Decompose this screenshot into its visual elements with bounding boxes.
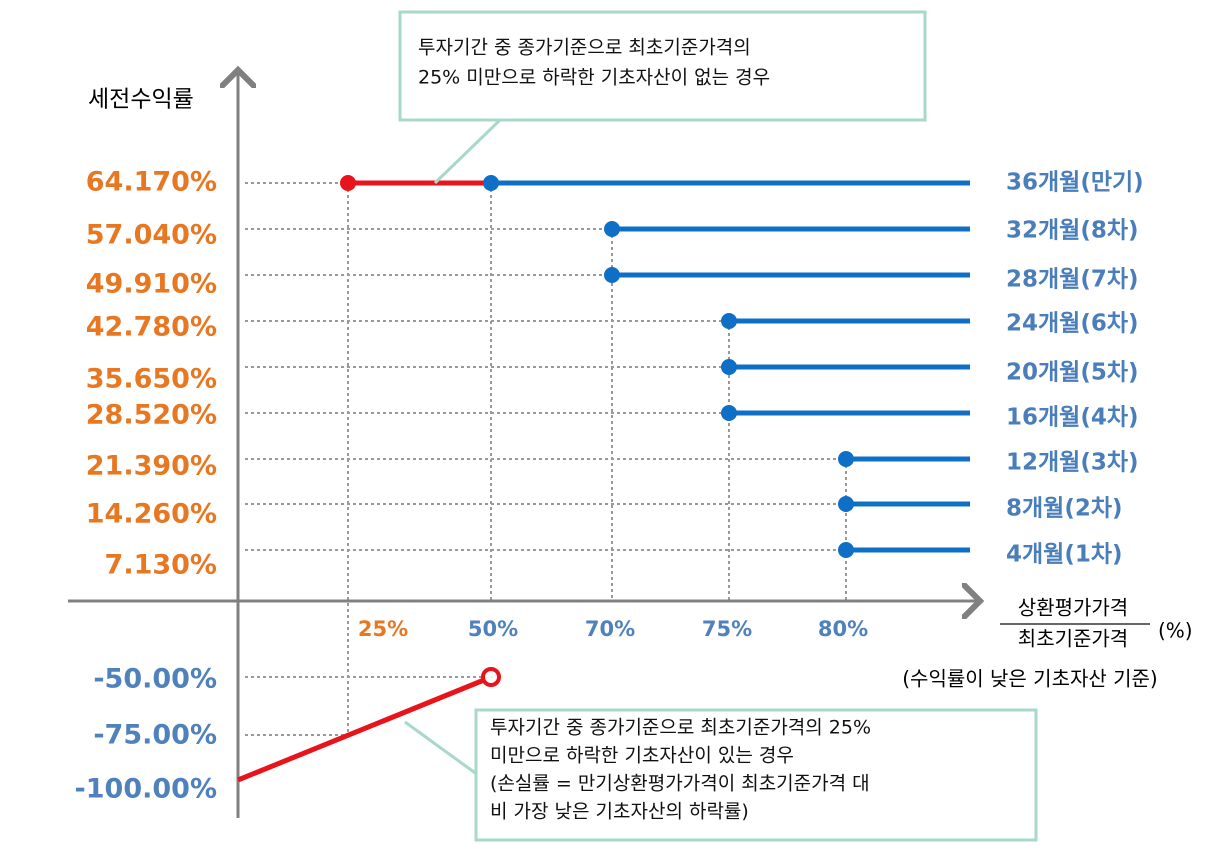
x-label-note: (수익률이 낮은 기초자산 기준) [902,667,1157,691]
callout-box [474,708,1038,842]
y-tick-label: 35.650% [86,364,217,395]
x-tick-label: 50% [468,617,518,641]
period-label: 36개월(만기) [1006,170,1144,196]
payoff-marker [721,405,737,421]
callout-pointer [433,118,502,185]
y-tick-label: 57.040% [86,220,217,251]
callout-text: 투자기간 중 종가기준으로 최초기준가격의 25% [490,717,871,739]
y-tick-label: 49.910% [86,269,217,300]
y-tick-label: 42.780% [86,312,217,343]
y-tick-label: -100.00% [75,774,217,805]
x-tick-label: 75% [702,617,752,641]
payoff-marker [838,542,854,558]
y-tick-label: -75.00% [93,720,217,751]
y-tick-label: 14.260% [86,499,217,530]
y-tick-label: -50.00% [93,664,217,695]
guides [245,182,847,736]
payoff-marker [721,313,737,329]
callout-pointer [404,720,479,777]
loss-line [237,677,485,783]
payoff-marker [721,359,737,375]
y-tick-label: 28.520% [86,400,217,431]
payoff-lines [237,175,970,783]
period-label: 12개월(3차) [1006,450,1139,476]
y-tick-label: 64.170% [86,167,217,198]
x-label-unit: (%) [1158,619,1193,643]
x-label-denominator: 최초기준가격 [1018,627,1128,651]
callout-text: 미만으로 하락한 기초자산이 있는 경우 [490,745,794,767]
period-label: 28개월(7차) [1006,267,1139,293]
payoff-marker [838,451,854,467]
period-label: 32개월(8차) [1006,218,1139,244]
payoff-marker [604,267,620,283]
y-axis-label: 세전수익률 [88,87,194,113]
period-label: 4개월(1차) [1006,542,1123,568]
callout-text: 투자기간 중 종가기준으로 최초기준가격의 [418,37,751,59]
x-tick-label: 25% [358,617,408,641]
x-label-numerator: 상환평가가격 [1018,596,1128,620]
period-label: 8개월(2차) [1006,496,1123,522]
loss-marker [481,667,501,687]
payoff-marker [483,175,499,191]
y-tick-label: 21.390% [86,451,217,482]
callout-text: 비 가장 낮은 기초자산의 하락률) [490,801,749,823]
y-tick-label: 7.130% [105,550,217,581]
callout-text: 25% 미만으로 하락한 기초자산이 없는 경우 [418,67,770,89]
period-label: 16개월(4차) [1006,405,1139,431]
period-label: 24개월(6차) [1006,311,1139,337]
callout-text: (손실률 = 만기상환평가가격이 최초기준가격 대 [490,773,870,795]
payoff-marker [604,221,620,237]
payoff-marker [838,496,854,512]
x-tick-label: 80% [818,617,868,641]
red-marker [340,175,356,191]
period-label: 20개월(5차) [1006,360,1139,386]
callout-box [398,10,927,122]
x-tick-label: 70% [585,617,635,641]
